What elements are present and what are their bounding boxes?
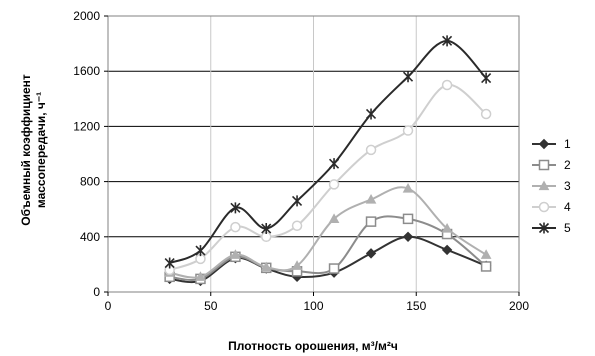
legend-marker — [538, 138, 550, 150]
data-point-5 — [195, 245, 206, 257]
data-point-5 — [230, 202, 241, 214]
series-line-4 — [169, 83, 487, 271]
data-point-3 — [195, 271, 206, 281]
legend-marker — [538, 180, 550, 191]
series-line-1 — [169, 235, 487, 284]
legend-item-5: 5 — [532, 221, 571, 235]
data-point-3 — [402, 182, 414, 193]
y-tick-label: 800 — [80, 175, 100, 189]
x-axis-title: Плотность орошения, м³/м²ч — [228, 339, 398, 353]
data-point-4 — [402, 125, 414, 136]
data-point-3 — [480, 249, 492, 259]
series-4 — [164, 79, 492, 276]
data-point-4 — [441, 79, 453, 91]
data-point-4 — [480, 108, 492, 120]
y-axis-title: Объемный коэффициент массопередачи, ч⁻¹ — [19, 74, 48, 226]
data-point-3 — [230, 249, 241, 259]
data-point-2 — [480, 261, 492, 272]
data-point-5 — [261, 223, 272, 235]
data-point-5 — [291, 195, 303, 207]
y-axis-title-line1: Объемный коэффициент — [19, 74, 33, 226]
y-axis-title-line2: массопередачи, ч⁻¹ — [34, 92, 48, 208]
data-point-5 — [164, 257, 175, 269]
data-point-1 — [441, 244, 453, 256]
legend-label: 1 — [564, 137, 571, 151]
data-point-3 — [291, 260, 303, 270]
data-point-1 — [402, 231, 414, 243]
x-tick-label: 50 — [204, 299, 218, 313]
data-point-3 — [260, 261, 272, 272]
series-1 — [164, 231, 492, 287]
series-layer — [164, 35, 492, 287]
x-tick-label: 200 — [509, 299, 529, 313]
data-point-1 — [365, 248, 377, 259]
y-tick-label: 1200 — [73, 119, 100, 133]
legend-item-3: 3 — [532, 179, 571, 193]
data-point-5 — [481, 72, 492, 84]
y-tick-label: 400 — [80, 230, 100, 244]
data-point-5 — [442, 35, 453, 47]
y-tick-label: 0 — [93, 285, 100, 299]
data-point-2 — [365, 216, 377, 227]
series-line-3 — [169, 186, 487, 279]
legend-label: 4 — [564, 200, 571, 214]
legend-marker — [538, 159, 550, 171]
legend-label: 2 — [564, 158, 571, 172]
data-point-4 — [328, 179, 340, 190]
data-point-5 — [365, 108, 377, 120]
data-point-3 — [365, 194, 377, 204]
data-point-5 — [328, 158, 340, 170]
data-point-2 — [328, 263, 340, 274]
legend-label: 5 — [564, 221, 571, 235]
legend-label: 3 — [564, 179, 571, 193]
legend-item-2: 2 — [532, 158, 571, 172]
legend: 1 2 3 4 5 — [532, 137, 571, 235]
data-point-3 — [441, 222, 453, 233]
x-tick-label: 100 — [303, 299, 323, 313]
series-line-5 — [169, 39, 487, 264]
series-line-2 — [169, 215, 487, 282]
data-point-4 — [230, 221, 241, 233]
x-tick-label: 150 — [406, 299, 426, 313]
series-5 — [164, 35, 492, 269]
data-point-4 — [291, 220, 303, 232]
legend-marker — [538, 201, 550, 213]
grid — [108, 15, 519, 293]
legend-item-1: 1 — [532, 137, 571, 151]
data-point-3 — [328, 213, 340, 223]
legend-marker — [538, 222, 550, 234]
data-point-4 — [365, 144, 377, 156]
y-tick-label: 1600 — [73, 64, 100, 78]
y-tick-label: 2000 — [73, 9, 100, 23]
data-point-2 — [402, 213, 414, 225]
data-point-5 — [402, 71, 414, 83]
x-tick-label: 0 — [105, 299, 112, 313]
legend-item-4: 4 — [532, 200, 571, 214]
